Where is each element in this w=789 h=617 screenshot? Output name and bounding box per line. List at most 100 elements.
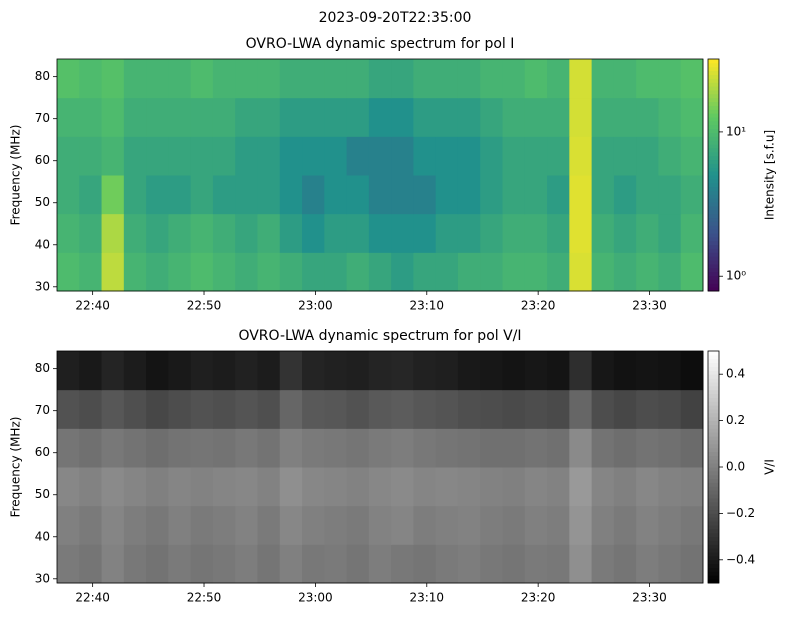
heatmap-cell: [212, 467, 236, 507]
colorbar-swatch: [708, 244, 719, 249]
heatmap-cell: [480, 544, 504, 584]
heatmap-cell: [168, 59, 192, 99]
heatmap-cell: [123, 59, 147, 99]
heatmap-cell: [591, 136, 615, 176]
heatmap-cell: [302, 389, 325, 429]
heatmap-cell: [101, 351, 125, 391]
heatmap-cell: [636, 59, 659, 99]
heatmap-cell: [190, 389, 214, 429]
heatmap-cell: [57, 252, 80, 292]
heatmap-cell: [391, 175, 414, 215]
heatmap-cell: [658, 175, 682, 215]
colorbar-tick-label: 10¹: [726, 124, 746, 138]
heatmap-cell: [123, 252, 147, 292]
heatmap-cell: [457, 175, 481, 215]
heatmap-cell: [146, 97, 169, 137]
colorbar-swatch: [708, 283, 719, 288]
heatmap-cell: [257, 175, 281, 215]
colorbar-swatch: [708, 190, 719, 195]
heatmap-cell: [235, 175, 258, 215]
heatmap-cell: [146, 213, 169, 253]
heatmap-cell: [101, 59, 125, 99]
heatmap-cell: [368, 252, 392, 292]
y-tick-label: 70: [35, 403, 50, 417]
colorbar-swatch: [708, 397, 719, 402]
heatmap-cell: [212, 544, 236, 584]
colorbar-swatch: [708, 401, 719, 406]
heatmap-cell: [591, 59, 615, 99]
heatmap-cell: [680, 544, 704, 584]
heatmap-cell: [457, 252, 481, 292]
heatmap-cell: [168, 175, 192, 215]
heatmap-cell: [168, 467, 192, 507]
heatmap-cell: [680, 136, 704, 176]
heatmap-cell: [680, 389, 704, 429]
heatmap-cell: [435, 59, 459, 99]
heatmap-cell: [235, 428, 258, 468]
colorbar-swatch: [708, 240, 719, 246]
heatmap-cell: [212, 136, 236, 176]
colorbar-swatch: [708, 109, 719, 114]
heatmap-cell: [324, 136, 348, 176]
y-tick-label: 60: [35, 445, 50, 459]
heatmap-cell: [435, 505, 459, 545]
heatmap-cell: [168, 252, 192, 292]
colorbar-swatch: [708, 389, 719, 395]
heatmap-cell: [658, 428, 682, 468]
heatmap-cell: [413, 136, 437, 176]
heatmap-cell: [57, 136, 80, 176]
heatmap-cell: [279, 136, 303, 176]
colorbar-swatch: [708, 486, 719, 491]
colorbar-swatch: [708, 221, 719, 226]
heatmap-cell: [435, 213, 459, 253]
colorbar-swatch: [708, 78, 719, 83]
heatmap-cell: [547, 389, 570, 429]
heatmap-cell: [502, 505, 526, 545]
heatmap-cell: [324, 544, 348, 584]
heatmap-cell: [613, 351, 637, 391]
heatmap-cell: [57, 505, 80, 545]
heatmap-cell: [190, 136, 214, 176]
x-tick-label: 23:10: [409, 299, 444, 313]
heatmap-cell: [368, 428, 392, 468]
heatmap-cell: [190, 467, 214, 507]
heatmap-cell: [302, 544, 325, 584]
colorbar-swatch: [708, 175, 719, 180]
heatmap-cell: [547, 544, 570, 584]
x-tick-label: 23:10: [409, 591, 444, 605]
heatmap-cell: [435, 389, 459, 429]
heatmap-cell: [279, 175, 303, 215]
heatmap-cell: [502, 59, 526, 99]
heatmap-cell: [346, 389, 370, 429]
heatmap-cell: [302, 59, 325, 99]
x-tick-label: 22:40: [75, 299, 110, 313]
colorbar-swatch: [708, 202, 719, 207]
heatmap-cell: [79, 136, 103, 176]
colorbar-swatch: [708, 171, 719, 176]
heatmap-cell: [613, 389, 637, 429]
colorbar-swatch: [708, 97, 719, 103]
heatmap-cell: [636, 544, 659, 584]
heatmap-cell: [613, 428, 637, 468]
heatmap-cell: [279, 544, 303, 584]
heatmap-cell: [57, 389, 80, 429]
heatmap-cell: [613, 97, 637, 137]
x-tick-label: 22:50: [187, 591, 222, 605]
x-tick-label: 23:20: [521, 591, 556, 605]
heatmap-cell: [613, 175, 637, 215]
colorbar-swatch: [708, 370, 719, 375]
y-axis-label: Frequency (MHz): [9, 417, 23, 518]
colorbar-swatch: [708, 113, 719, 118]
heatmap-cell: [636, 428, 659, 468]
heatmap-cell: [524, 428, 548, 468]
heatmap-cell: [591, 467, 615, 507]
panel-title: OVRO-LWA dynamic spectrum for pol V/I: [238, 328, 521, 344]
panel-title: OVRO-LWA dynamic spectrum for pol I: [246, 36, 515, 52]
heatmap-cell: [346, 213, 370, 253]
heatmap-cell: [212, 59, 236, 99]
heatmap-cell: [257, 467, 281, 507]
colorbar-swatch: [708, 128, 719, 133]
heatmap-cell: [101, 505, 125, 545]
heatmap-cell: [391, 428, 414, 468]
colorbar-swatch: [708, 163, 719, 168]
